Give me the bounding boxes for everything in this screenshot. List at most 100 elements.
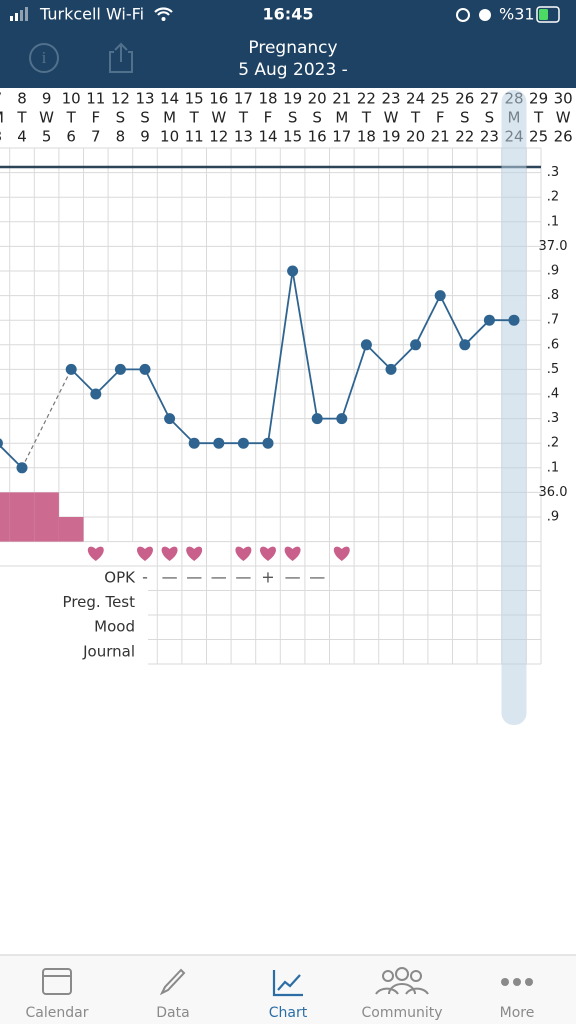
weekday-label: S	[116, 109, 126, 127]
temperature-point[interactable]	[114, 363, 126, 375]
weekday-label: T	[410, 109, 421, 127]
day-label: 7	[0, 90, 2, 108]
intercourse-heart	[284, 546, 301, 561]
temperature-point[interactable]	[287, 265, 299, 277]
cycle-day-label: 23	[480, 128, 499, 146]
tab-icon	[159, 968, 186, 996]
day-label: 19	[283, 90, 302, 108]
y-tick-label: .9	[547, 510, 559, 525]
tab-label[interactable]: Chart	[269, 1005, 308, 1021]
tab-label[interactable]: Community	[361, 1005, 442, 1021]
temperature-point[interactable]	[410, 339, 422, 351]
temperature-point[interactable]	[508, 314, 520, 326]
info-button[interactable]: i	[29, 43, 59, 73]
temperature-point[interactable]	[188, 437, 200, 449]
log-entry: —	[211, 568, 227, 587]
cycle-day-label: 12	[209, 128, 228, 146]
temperature-point[interactable]	[459, 339, 471, 351]
y-tick-label: 36.0	[539, 485, 568, 500]
tab-bar	[0, 955, 576, 1024]
temperature-point[interactable]	[483, 314, 495, 326]
y-tick-label: .4	[547, 387, 559, 402]
log-row-label: OPK	[104, 569, 136, 587]
cycle-day-label: 26	[554, 128, 573, 146]
tab-icon	[501, 978, 533, 986]
day-label: 15	[185, 90, 204, 108]
battery-level	[539, 9, 548, 20]
weekday-label: F	[91, 109, 100, 127]
weekday-label: F	[264, 109, 273, 127]
cycle-day-label: 5	[42, 128, 52, 146]
tab-icon	[272, 970, 303, 997]
temperature-point[interactable]	[237, 437, 249, 449]
temperature-point[interactable]	[385, 363, 397, 375]
temperature-point[interactable]	[311, 413, 323, 425]
tab-label[interactable]: More	[500, 1005, 535, 1021]
lock-icon	[456, 8, 470, 22]
temperature-point[interactable]	[65, 363, 77, 375]
cycle-day-label: 17	[332, 128, 351, 146]
cycle-day-label: 9	[140, 128, 150, 146]
intercourse-heart	[186, 546, 203, 561]
day-label: 9	[42, 90, 52, 108]
weekday-label: T	[361, 109, 372, 127]
y-tick-label: .5	[547, 362, 559, 377]
temperature-point[interactable]	[16, 462, 28, 474]
gap-connector	[21, 369, 72, 469]
tab-label[interactable]: Calendar	[26, 1005, 89, 1021]
cycle-day-label: 16	[308, 128, 327, 146]
temperature-point[interactable]	[262, 437, 274, 449]
log-entry: —	[235, 568, 251, 587]
day-label: 23	[381, 90, 400, 108]
today-highlight	[501, 90, 527, 725]
temperature-point[interactable]	[434, 290, 446, 302]
battery-icon	[536, 6, 560, 23]
intercourse-heart	[87, 546, 104, 561]
temperature-point[interactable]	[164, 413, 176, 425]
weekday-label: S	[288, 109, 298, 127]
y-tick-label: .9	[547, 264, 559, 279]
header-subtitle: 5 Aug 2023 -	[238, 60, 348, 80]
cycle-day-label: 18	[357, 128, 376, 146]
day-label: 14	[160, 90, 179, 108]
cycle-day-label: 10	[160, 128, 179, 146]
y-tick-label: .3	[547, 165, 559, 180]
log-entry: —	[162, 568, 178, 587]
cycle-day-label: 25	[529, 128, 548, 146]
day-label: 10	[62, 90, 81, 108]
y-tick-label: .3	[547, 411, 559, 426]
cycle-day-label: 11	[185, 128, 204, 146]
weekday-label: S	[485, 109, 495, 127]
share-button[interactable]	[109, 42, 133, 73]
weekday-label: F	[436, 109, 445, 127]
weekday-label: M	[163, 109, 176, 127]
weekday-label: W	[39, 109, 54, 127]
tab-label[interactable]: Data	[156, 1005, 189, 1021]
svg-text:i: i	[42, 48, 47, 67]
y-tick-label: .8	[547, 288, 559, 303]
temperature-point[interactable]	[139, 363, 151, 375]
day-label: 18	[258, 90, 277, 108]
temperature-point[interactable]	[360, 339, 372, 351]
day-label: 25	[431, 90, 450, 108]
period-block	[58, 517, 84, 542]
period-block	[9, 492, 35, 542]
day-label: 12	[111, 90, 130, 108]
period-block	[0, 492, 10, 542]
intercourse-heart	[333, 546, 350, 561]
temperature-point[interactable]	[336, 413, 348, 425]
cycle-day-label: 4	[17, 128, 27, 146]
day-label: 13	[135, 90, 154, 108]
y-tick-label: .6	[547, 337, 559, 352]
temperature-point[interactable]	[213, 437, 225, 449]
y-tick-label: 37.0	[539, 239, 568, 254]
day-label: 8	[17, 90, 27, 108]
temperature-point[interactable]	[0, 438, 3, 449]
weekday-label: T	[16, 109, 27, 127]
day-label: 11	[86, 90, 105, 108]
day-label: 30	[554, 90, 573, 108]
temperature-point[interactable]	[90, 388, 102, 400]
battery-percent: %31	[499, 5, 535, 24]
wifi-dot	[161, 17, 166, 21]
cycle-day-label: 20	[406, 128, 425, 146]
